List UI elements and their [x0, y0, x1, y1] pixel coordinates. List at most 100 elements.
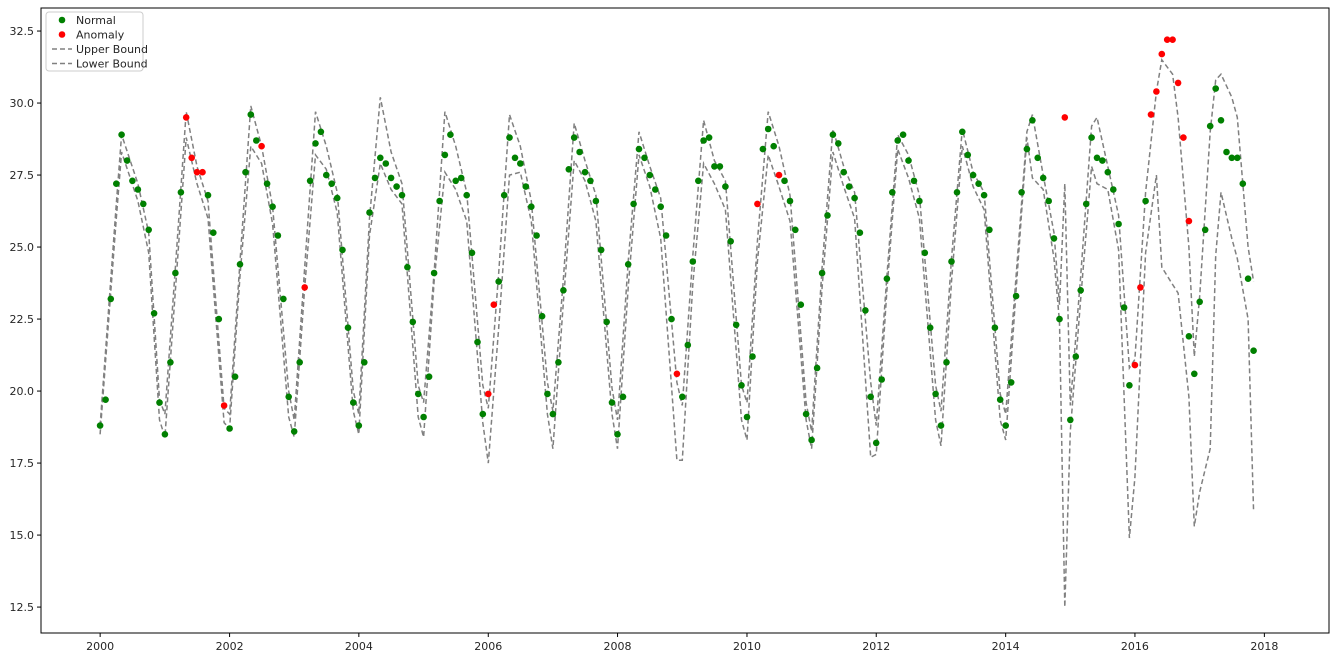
x-tick-label: 2014 [992, 640, 1020, 653]
normal-point [921, 249, 929, 257]
y-tick-label: 32.5 [10, 25, 35, 38]
y-axis-ticks: 12.5 15.0 17.5 20.0 22.5 25.0 27.5 30.0 32.5 [10, 25, 41, 614]
normal-point [436, 197, 443, 205]
normal-point [1023, 145, 1031, 153]
normal-point [1234, 154, 1241, 162]
x-tick-label: 2012 [862, 640, 890, 653]
normal-point [624, 261, 632, 268]
normal-point [797, 301, 805, 309]
normal-point [840, 168, 847, 176]
normal-point [538, 312, 546, 320]
normal-point [689, 258, 697, 265]
normal-point [414, 390, 422, 398]
normal-point [614, 431, 621, 438]
legend-label: Anomaly [76, 29, 125, 42]
normal-point [802, 410, 810, 418]
normal-point [236, 261, 244, 268]
normal-point [339, 246, 346, 254]
normal-point [581, 168, 589, 176]
plot-area [96, 36, 1257, 608]
normal-point [668, 315, 675, 323]
normal-point [700, 137, 707, 144]
normal-point [468, 249, 476, 257]
normal-point [560, 287, 567, 294]
normal-point [107, 295, 115, 303]
normal-point [932, 390, 939, 398]
normal-point [991, 324, 999, 332]
normal-point [576, 148, 583, 156]
x-tick-label: 2006 [474, 640, 502, 653]
normal-point [943, 359, 950, 366]
normal-point [959, 128, 966, 136]
normal-point [1082, 200, 1090, 208]
normal-point [856, 229, 864, 236]
x-tick-label: 2018 [1250, 640, 1278, 653]
legend-entry-lower-bound: Lower Bound [52, 58, 148, 71]
normal-point [781, 177, 788, 185]
normal-point [285, 393, 293, 401]
normal-point [1223, 148, 1230, 156]
series-line-upper-bound [99, 57, 1255, 432]
normal-point [457, 174, 465, 182]
anomaly-point [258, 142, 265, 150]
y-tick-label: 27.5 [10, 169, 35, 182]
normal-point [818, 269, 826, 277]
anomaly-point [220, 402, 228, 409]
normal-point [420, 413, 427, 421]
normal-point [759, 145, 767, 153]
normal-point [1007, 379, 1015, 386]
y-tick-label: 30.0 [10, 97, 35, 110]
normal-point [371, 174, 379, 182]
y-tick-label: 12.5 [10, 601, 35, 614]
normal-point [646, 171, 654, 179]
anomaly-point [1137, 284, 1144, 291]
anomaly-point [193, 168, 201, 176]
normal-point [317, 128, 325, 136]
normal-point [441, 151, 449, 159]
normal-point [937, 422, 945, 429]
normal-point [387, 174, 395, 182]
normal-point [889, 189, 896, 196]
normal-point [242, 168, 249, 176]
normal-point [511, 154, 519, 162]
normal-point [134, 186, 142, 193]
normal-point [252, 137, 260, 144]
normal-point [587, 177, 594, 185]
normal-point [964, 151, 972, 159]
normal-point [894, 137, 901, 144]
normal-point [845, 183, 853, 190]
anomaly-point [1163, 36, 1171, 43]
normal-point [684, 341, 692, 349]
anomaly-point [1169, 36, 1176, 43]
normal-point [986, 226, 993, 234]
normal-point [872, 439, 880, 447]
normal-point [344, 324, 352, 332]
anomaly-point [1061, 114, 1069, 121]
normal-point [824, 212, 831, 219]
normal-point [786, 197, 794, 205]
scatter-points [96, 36, 1257, 447]
normal-point [641, 154, 648, 162]
legend-marker [58, 16, 66, 24]
normal-point [500, 191, 508, 199]
legend-label: Upper Bound [76, 43, 148, 56]
anomaly-point [1158, 50, 1166, 58]
normal-point [140, 200, 147, 208]
normal-point [555, 359, 562, 366]
legend-entry-normal: Normal [58, 14, 116, 27]
normal-point [118, 131, 125, 138]
normal-point [1072, 353, 1080, 360]
x-tick-label: 2016 [1121, 640, 1149, 653]
normal-point [1104, 168, 1112, 176]
y-tick-label: 20.0 [10, 385, 35, 398]
normal-point [851, 194, 858, 202]
normal-point [1228, 154, 1236, 162]
normal-point [361, 359, 368, 366]
normal-point [926, 324, 934, 332]
y-tick-label: 25.0 [10, 241, 35, 254]
normal-point [711, 163, 718, 170]
normal-point [1120, 304, 1128, 311]
anomaly-point [673, 370, 681, 378]
